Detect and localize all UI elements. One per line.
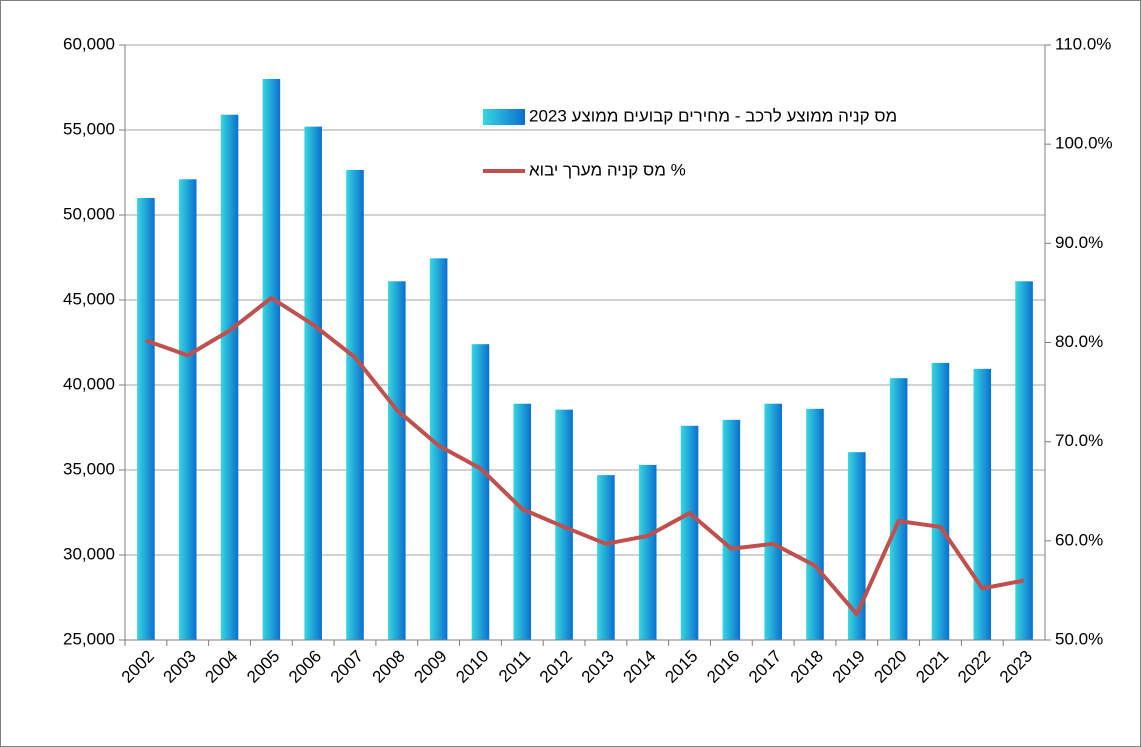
y-tick-label: 40,000 [63,374,115,393]
bar [848,452,866,640]
bar [680,425,699,640]
bar [764,403,782,640]
y2-tick-label: 110.0% [1055,34,1111,53]
legend-label: מס קניה ממוצע לרכב - מחירים קבועים ממוצע… [529,106,897,125]
bar [1015,281,1033,640]
bar [806,408,824,640]
bar [137,198,155,640]
bar [178,179,197,641]
y2-tick-label: 100.0% [1055,134,1113,153]
bar [931,362,950,640]
bar [889,378,908,640]
y2-tick-label: 60.0% [1055,530,1103,549]
y2-tick-label: 90.0% [1055,233,1103,252]
y2-tick-label: 50.0% [1055,629,1103,648]
bar [722,419,741,640]
legend-swatch [483,109,525,125]
y-tick-label: 25,000 [63,629,115,648]
bar [388,281,406,640]
legend-label: % מס קניה מערך יבוא [529,160,686,179]
y-tick-label: 55,000 [63,119,115,138]
line-series [145,295,1025,617]
y-tick-label: 30,000 [63,544,115,563]
bar [638,464,657,640]
bar [220,114,239,640]
bar [304,126,322,641]
y2-tick-label: 80.0% [1055,332,1103,351]
bar [597,475,615,640]
bar [513,403,532,640]
y-tick-label: 45,000 [63,289,115,308]
y-tick-label: 35,000 [63,459,115,478]
bar [262,79,281,640]
bar [973,368,992,640]
bar [346,169,364,640]
y-tick-label: 60,000 [63,34,115,53]
bar [471,344,490,640]
bar [429,258,448,640]
y2-tick-label: 70.0% [1055,431,1103,450]
y-tick-label: 50,000 [63,204,115,223]
